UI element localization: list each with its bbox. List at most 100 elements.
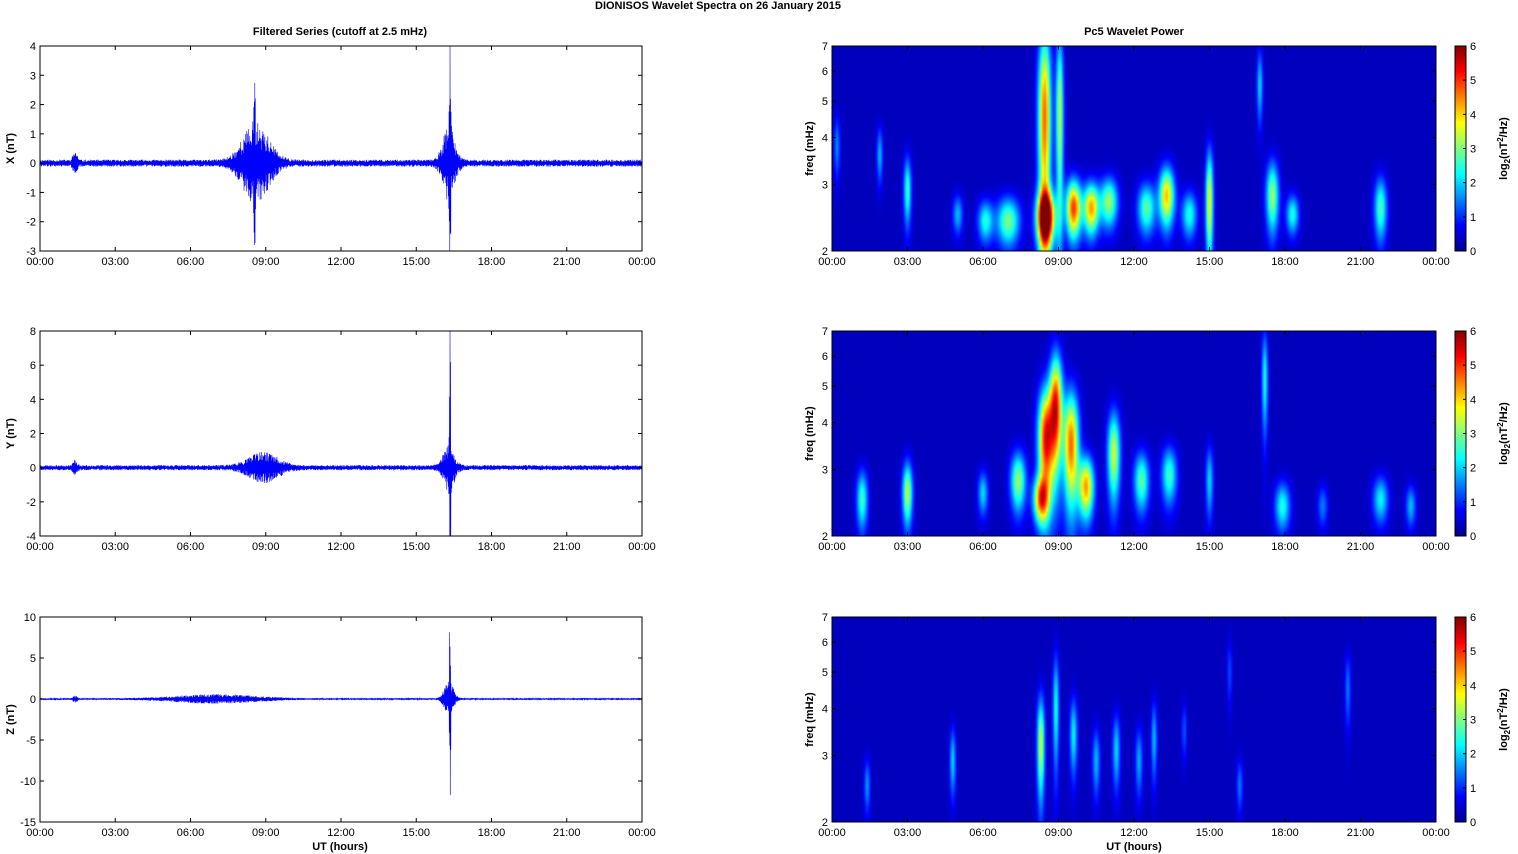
x-series-xtick-label: 12:00 <box>327 256 355 268</box>
z-series-xtick-label: 06:00 <box>177 827 205 839</box>
x-series-ytick-label: 4 <box>30 41 36 53</box>
y-series-plot-area <box>40 331 642 536</box>
x-series-ytick-label: -2 <box>26 217 36 229</box>
x-wavelet-ytick-label: 7 <box>822 41 828 53</box>
x-series-ylabel: X (nT) <box>5 133 17 164</box>
x-series-plot-area <box>40 46 642 251</box>
z-series-plot-area <box>40 617 642 822</box>
y-series-ytick-label: -2 <box>26 497 36 509</box>
y-wavelet-ytick-label: 4 <box>822 418 828 430</box>
y-series-panel: 8 6 4 2 0 -2 -4 Y (nT) <box>5 326 643 543</box>
z-series-ytick-label: 5 <box>30 653 36 665</box>
y-series-xtick-label: 12:00 <box>327 541 355 553</box>
right-xlabel: UT (hours) <box>1106 841 1162 853</box>
x-series-xtick-label: 09:00 <box>252 256 280 268</box>
x-series-xtick-label: 03:00 <box>101 256 129 268</box>
x-series-ytick-label: -1 <box>26 187 36 199</box>
y-wavelet-xtick-label: 00:00 <box>1422 541 1450 553</box>
z-wavelet-ytick-label: 2 <box>822 817 828 829</box>
z-wavelet-colorbar-tick-label: 3 <box>1470 715 1476 727</box>
x-wavelet-colorbar-tick-label: 3 <box>1470 144 1476 156</box>
x-wavelet-colorbar-label-part: 2 <box>1496 137 1505 142</box>
z-wavelet-ytick-label: 5 <box>822 667 828 679</box>
x-wavelet-colorbar-tick-label: 6 <box>1470 41 1476 53</box>
z-series-xtick-label: 00:00 <box>628 827 656 839</box>
z-series-panel: 10 5 0 -5 -10 -15 Z (nT) <box>5 612 643 829</box>
z-wavelet-colorbar-label-part: 2 <box>1503 729 1512 734</box>
y-wavelet-xtick-label: 12:00 <box>1120 541 1148 553</box>
y-series-ytick-label: 4 <box>30 394 36 406</box>
z-wavelet-heatmap-image <box>832 617 1436 822</box>
x-series-panel: 4 3 2 1 0 -1 -2 -3 X (nT) <box>5 41 643 258</box>
x-wavelet-heatmap-image <box>832 46 1436 251</box>
z-series-xtick-label: 00:00 <box>26 827 54 839</box>
x-wavelet-xtick-label: 06:00 <box>969 256 997 268</box>
y-series-ytick-label: 0 <box>30 463 36 475</box>
x-series-ytick-label: 0 <box>30 158 36 170</box>
x-wavelet-ylabel: freq (mHz) <box>804 121 816 176</box>
y-wavelet-ytick-label: 2 <box>822 531 828 543</box>
y-wavelet-xtick-label: 18:00 <box>1271 541 1299 553</box>
x-wavelet-ytick-label: 2 <box>822 246 828 258</box>
z-series-ytick-label: 10 <box>24 612 36 624</box>
z-wavelet-ylabel: freq (mHz) <box>804 692 816 747</box>
z-series-xtick-label: 12:00 <box>327 827 355 839</box>
x-wavelet-colorbar-label-part: log <box>1498 163 1510 180</box>
y-wavelet-xtick-label: 03:00 <box>894 541 922 553</box>
z-wavelet-xtick-label: 21:00 <box>1347 827 1375 839</box>
x-wavelet-xtick-label: 12:00 <box>1120 256 1148 268</box>
x-wavelet-xtick-label: 21:00 <box>1347 256 1375 268</box>
x-series-xtick-label: 18:00 <box>478 256 506 268</box>
x-series-ytick-label: -3 <box>26 246 36 258</box>
y-wavelet-colorbar-tick-label: 6 <box>1470 326 1476 338</box>
left-xlabel: UT (hours) <box>312 841 368 853</box>
z-wavelet-xtick-label: 00:00 <box>818 827 846 839</box>
z-wavelet-xtick-label: 12:00 <box>1120 827 1148 839</box>
x-wavelet-colorbar-label-part: 2 <box>1503 158 1512 163</box>
y-wavelet-colorbar-tick-label: 4 <box>1470 394 1476 406</box>
z-wavelet-ytick-label: 3 <box>822 751 828 763</box>
x-wavelet-xtick-label: 09:00 <box>1045 256 1073 268</box>
x-wavelet-colorbar-label-part: /Hz) <box>1498 117 1510 138</box>
y-wavelet-colorbar-tick-label: 2 <box>1470 463 1476 475</box>
y-series-ytick-label: 8 <box>30 326 36 338</box>
x-series-xtick-label: 00:00 <box>26 256 54 268</box>
y-series-ytick-label: -4 <box>26 531 36 543</box>
y-wavelet-xtick-label: 09:00 <box>1045 541 1073 553</box>
y-series-xtick-label: 03:00 <box>101 541 129 553</box>
y-wavelet-ytick-label: 7 <box>822 326 828 338</box>
z-wavelet-xtick-label: 09:00 <box>1045 827 1073 839</box>
y-wavelet-colorbar-label-part: 2 <box>1496 422 1505 427</box>
y-series-xtick-label: 00:00 <box>26 541 54 553</box>
z-wavelet-colorbar-label-part: log <box>1498 734 1510 751</box>
z-wavelet-xtick-label: 00:00 <box>1422 827 1450 839</box>
z-series-ytick-label: -10 <box>20 776 36 788</box>
x-wavelet-xtick-label: 15:00 <box>1196 256 1224 268</box>
y-wavelet-colorbar-tick-label: 3 <box>1470 429 1476 441</box>
y-wavelet-colorbar-label-part: log <box>1498 448 1510 465</box>
x-series-ytick-label: 2 <box>30 100 36 112</box>
x-wavelet-colorbar-tick-label: 1 <box>1470 212 1476 224</box>
y-wavelet-xtick-label: 00:00 <box>818 541 846 553</box>
x-wavelet-ytick-label: 5 <box>822 96 828 108</box>
y-wavelet-ylabel: freq (mHz) <box>804 406 816 461</box>
y-wavelet-ytick-label: 6 <box>822 351 828 363</box>
y-series-xtick-label: 15:00 <box>402 541 430 553</box>
z-wavelet-colorbar-label-part: (nT <box>1498 713 1510 730</box>
z-series-ylabel: Z (nT) <box>5 704 17 735</box>
y-series-ylabel: Y (nT) <box>5 418 17 449</box>
x-wavelet-xtick-label: 18:00 <box>1271 256 1299 268</box>
z-series-ytick-label: -5 <box>26 735 36 747</box>
z-series-xtick-label: 15:00 <box>402 827 430 839</box>
y-series-xtick-label: 09:00 <box>252 541 280 553</box>
y-wavelet-xtick-label: 21:00 <box>1347 541 1375 553</box>
y-series-xtick-label: 06:00 <box>177 541 205 553</box>
x-wavelet-colorbar-tick-label: 2 <box>1470 178 1476 190</box>
x-wavelet-xtick-label: 03:00 <box>894 256 922 268</box>
y-series-trace <box>39 330 643 537</box>
x-wavelet-ytick-label: 4 <box>822 133 828 145</box>
z-series-xtick-label: 03:00 <box>101 827 129 839</box>
